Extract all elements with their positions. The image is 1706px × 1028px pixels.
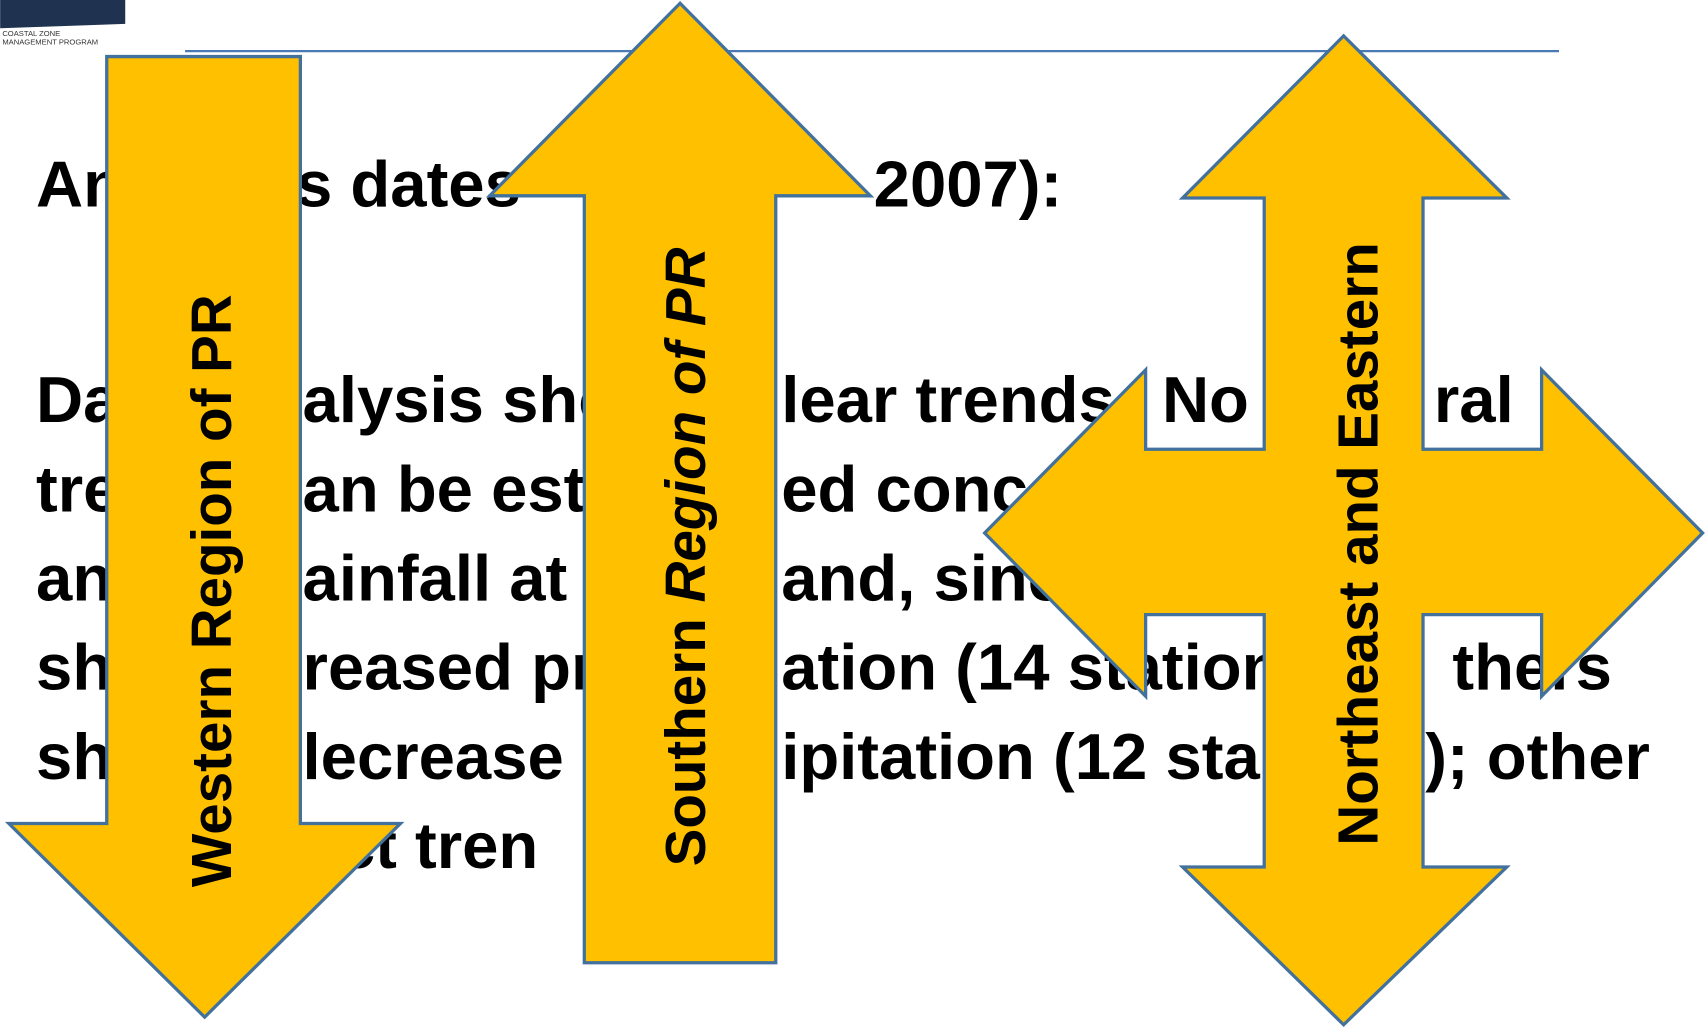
text-fragment: ation (14 station (781, 631, 1281, 704)
logo-text: MANAGEMENT PROGRAM (2, 38, 98, 47)
text-fragment: an (36, 541, 112, 614)
text-fragment: ral (1434, 363, 1514, 436)
arrow-label: Southern Region of PR (654, 247, 717, 866)
four-way-arrow (982, 33, 1705, 1028)
text-fragment: lear trends. (781, 363, 1133, 436)
text-fragment: ainfall at t (303, 541, 608, 614)
title-fragment: s dates (296, 148, 521, 221)
text-fragment: reased pr (303, 631, 597, 704)
text-fragment: ipitation (12 sta (781, 720, 1260, 793)
down-arrow (4, 54, 405, 1020)
title-fragment: 2007): (874, 148, 1063, 221)
text-fragment: an be esta (303, 452, 623, 525)
arrow-label-part: Southern (654, 603, 717, 867)
logo: COASTAL ZONE MANAGEMENT PROGRAM (0, 0, 126, 47)
arrow-label: Northeast and Eastern (1326, 242, 1389, 845)
text-fragment: sh (36, 720, 112, 793)
text-fragment: No (1162, 363, 1249, 436)
arrow-label: Western Region of PR (180, 294, 243, 887)
logo-text: COASTAL ZONE (2, 29, 60, 38)
title: An s dates 2007): (36, 148, 1062, 221)
arrow-label-part: Region of PR (654, 247, 717, 602)
logo-shape (0, 0, 126, 29)
text-fragment: lecrease i (303, 720, 601, 793)
text-fragment: ); other (1425, 720, 1650, 793)
text-fragment: sh (36, 631, 112, 704)
up-arrow (485, 0, 875, 965)
